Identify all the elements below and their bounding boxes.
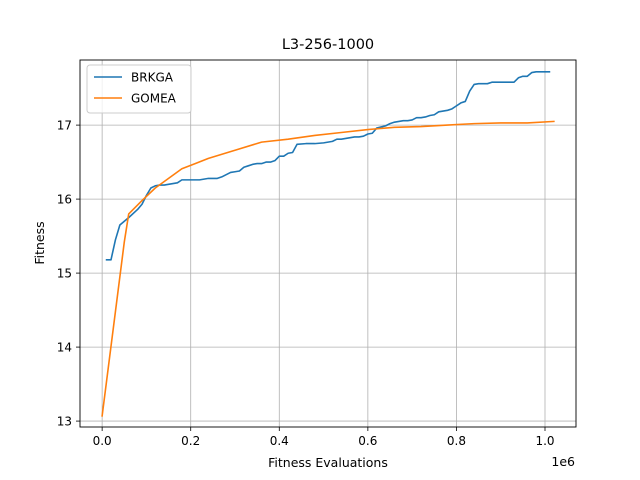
legend-label-brkga: BRKGA <box>131 71 174 85</box>
y-tick-label: 16 <box>57 193 72 207</box>
x-axis-offset-label: 1e6 <box>551 454 575 469</box>
legend: BRKGA GOMEA <box>86 64 192 114</box>
y-axis-label: Fitness <box>32 221 47 264</box>
x-axis-label: Fitness Evaluations <box>268 455 388 470</box>
x-tick-label: 1.0 <box>535 434 554 448</box>
x-tick-label: 0.8 <box>447 434 466 448</box>
y-tick-label: 14 <box>57 341 72 355</box>
grid-lines <box>80 60 576 427</box>
x-tick-label: 0.4 <box>270 434 289 448</box>
y-tick-label: 13 <box>57 415 72 429</box>
series-line-brkga <box>105 71 551 261</box>
y-tick-label: 17 <box>57 119 72 133</box>
legend-label-gomea: GOMEA <box>131 92 177 106</box>
x-tick-label: 0.2 <box>181 434 200 448</box>
series-lines <box>101 71 555 417</box>
x-tick-label: 0.6 <box>358 434 377 448</box>
x-axis-ticks: 0.0 0.2 0.4 0.6 0.8 1.0 <box>93 427 555 448</box>
chart-title: L3-256-1000 <box>282 37 374 53</box>
series-line-gomea <box>101 120 555 417</box>
x-tick-label: 0.0 <box>93 434 112 448</box>
y-axis-ticks: 13 14 15 16 17 <box>57 119 80 429</box>
y-tick-label: 15 <box>57 267 72 281</box>
plot-area-frame <box>79 59 577 428</box>
